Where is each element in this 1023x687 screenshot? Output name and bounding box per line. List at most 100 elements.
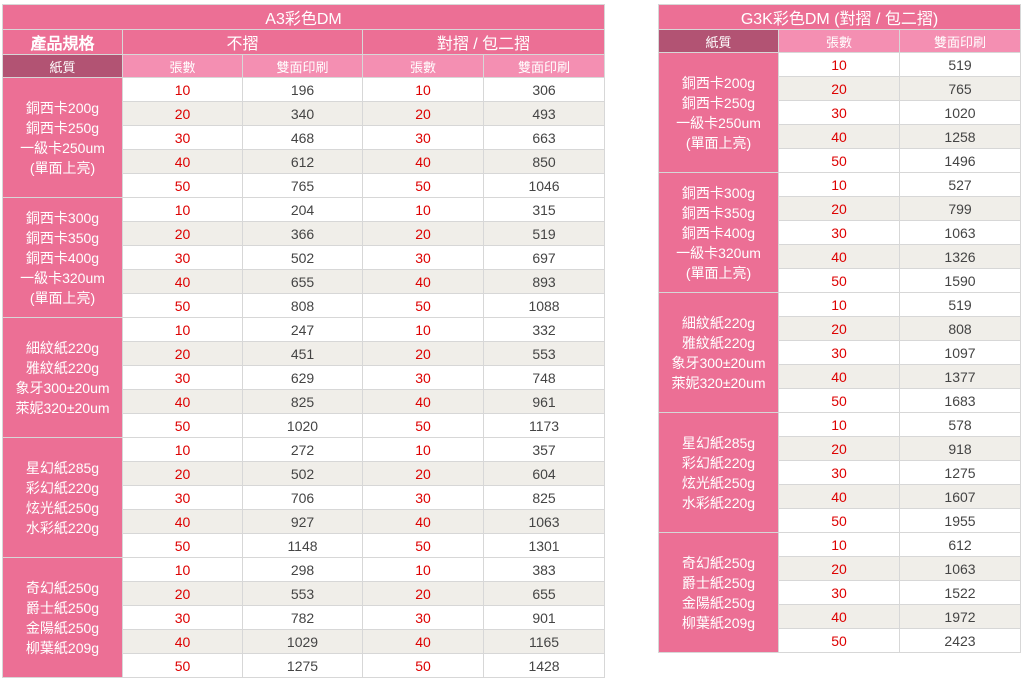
- paper-header: 紙質: [658, 29, 779, 53]
- table-row: 30 782 30 901: [3, 605, 606, 630]
- sheet-count-cell: 30: [122, 125, 243, 150]
- sheet-count-cell: 10: [362, 557, 484, 582]
- paper-type-label: 奇幻紙250g: [681, 554, 756, 571]
- sheet-count-cell: 40: [362, 149, 484, 174]
- sheet-count-cell: 40: [122, 389, 243, 414]
- price-cell: 578: [898, 412, 1022, 437]
- price-cell: 527: [898, 172, 1022, 197]
- table-row: 50 2423: [659, 628, 1022, 653]
- price-cell: 1097: [898, 340, 1022, 365]
- table-row: 銅西卡300g 銅西卡350g 銅西卡400g 一級卡320um (單面上亮) 10 204…: [2, 197, 606, 318]
- paper-type-cell: 銅西卡200g 銅西卡250g 一級卡250um (單面上亮): [658, 52, 779, 173]
- price-cell: 1275: [242, 653, 363, 678]
- price-cell: 825: [482, 485, 606, 510]
- sheet-count-cell: 10: [122, 317, 243, 342]
- price-cell: 893: [482, 269, 606, 294]
- paper-type-label: 爵士紙250g: [25, 599, 100, 616]
- sheet-count-cell: 50: [362, 533, 484, 558]
- paper-type-label: 銅西卡400g: [25, 249, 100, 266]
- paper-type-label: 一級卡320um: [20, 269, 105, 286]
- paper-type-cell: 細紋紙220g 雅紋紙220g 象牙300±20um 萊妮320±20um: [2, 317, 123, 438]
- price-cell: 340: [242, 101, 363, 126]
- double-sided-header: 雙面印刷: [482, 54, 606, 78]
- table-row: 40 655 40 893: [3, 269, 606, 294]
- table-row: 銅西卡200g 銅西卡250g 一級卡250um (單面上亮) 10 196 10 306: [2, 77, 606, 198]
- sheet-count-cell: 20: [362, 221, 484, 246]
- table-row: 30 1097: [659, 340, 1022, 365]
- table-row: 20 799: [659, 196, 1022, 221]
- sheet-count-cell: 50: [122, 653, 243, 678]
- sheet-count-cell: 20: [362, 101, 484, 126]
- paper-type-label: 金陽紙250g: [681, 594, 756, 611]
- price-cell: 748: [482, 365, 606, 390]
- sheet-count-cell: 30: [778, 220, 900, 245]
- price-cell: 1301: [482, 533, 606, 558]
- sheet-count-cell: 50: [778, 388, 900, 413]
- paper-header: 紙質: [2, 54, 123, 78]
- sheet-count-cell: 30: [362, 125, 484, 150]
- price-cell: 655: [242, 269, 363, 294]
- table-row: 銅西卡200g 銅西卡250g 一級卡250um (單面上亮) 10 519: [658, 52, 1022, 173]
- price-cell: 825: [242, 389, 363, 414]
- sheet-count-cell: 20: [778, 436, 900, 461]
- price-cell: 799: [898, 196, 1022, 221]
- paper-type-label: 銅西卡200g: [25, 99, 100, 116]
- sheet-count-cell: 30: [122, 605, 243, 630]
- sheet-count-cell: 20: [122, 221, 243, 246]
- sheets-header: 張數: [778, 29, 900, 53]
- price-cell: 850: [482, 149, 606, 174]
- sheet-count-cell: 40: [778, 484, 900, 509]
- price-cell: 519: [482, 221, 606, 246]
- table-row: 50 765 50 1046: [3, 173, 606, 198]
- table-row: 50 1148 50 1301: [3, 533, 606, 558]
- price-cell: 1972: [898, 604, 1022, 629]
- paper-type-label: 雅紋紙220g: [25, 359, 100, 376]
- sheet-count-cell: 40: [778, 364, 900, 389]
- price-cell: 918: [898, 436, 1022, 461]
- table-row: 30 1063: [659, 220, 1022, 245]
- sheets-header: 張數: [362, 54, 484, 78]
- sheet-count-cell: 20: [122, 341, 243, 366]
- price-cell: 706: [242, 485, 363, 510]
- table-row: 銅西卡300g 銅西卡350g 銅西卡400g 一級卡320um (單面上亮) 10 527: [658, 172, 1022, 293]
- sheet-count-cell: 40: [362, 629, 484, 654]
- price-cell: 1428: [482, 653, 606, 678]
- sheet-count-cell: 20: [362, 461, 484, 486]
- table-row: 20 1063: [659, 556, 1022, 581]
- price-cell: 927: [242, 509, 363, 534]
- paper-type-label: 金陽紙250g: [25, 619, 100, 636]
- price-cell: 1326: [898, 244, 1022, 269]
- table-row: 20 553 20 655: [3, 581, 606, 606]
- paper-type-label: 炫光紙250g: [25, 499, 100, 516]
- paper-type-label: 象牙300±20um: [671, 354, 766, 371]
- price-cell: 604: [482, 461, 606, 486]
- sheet-count-cell: 10: [778, 52, 900, 77]
- price-cell: 451: [242, 341, 363, 366]
- price-cell: 1165: [482, 629, 606, 654]
- price-cell: 519: [898, 52, 1022, 77]
- price-cell: 765: [242, 173, 363, 198]
- sheet-count-cell: 30: [122, 485, 243, 510]
- sheet-count-cell: 20: [122, 101, 243, 126]
- table-row: 40 1607: [659, 484, 1022, 509]
- sheet-count-cell: 10: [362, 197, 484, 222]
- price-cell: 1377: [898, 364, 1022, 389]
- paper-type-cell: 奇幻紙250g 爵士紙250g 金陽紙250g 柳葉紙209g: [2, 557, 123, 678]
- paper-type-cell: 星幻紙285g 彩幻紙220g 炫光紙250g 水彩紙220g: [2, 437, 123, 558]
- table-row: 30 706 30 825: [3, 485, 606, 510]
- double-sided-header: 雙面印刷: [242, 54, 363, 78]
- table-row: 50 1275 50 1428: [3, 653, 606, 678]
- sheet-count-cell: 10: [778, 412, 900, 437]
- table-row: 20 340 20 493: [3, 101, 606, 126]
- a3-price-table: A3彩色DM 產品規格 不摺 對摺 / 包二摺 紙質 張數 雙面印刷 張數 雙面…: [1, 4, 606, 678]
- paper-type-cell: 銅西卡300g 銅西卡350g 銅西卡400g 一級卡320um (單面上亮): [658, 172, 779, 293]
- table-row: 50 1020 50 1173: [3, 413, 606, 438]
- price-cell: 553: [482, 341, 606, 366]
- price-cell: 272: [242, 437, 363, 462]
- price-cell: 961: [482, 389, 606, 414]
- sheet-count-cell: 10: [122, 197, 243, 222]
- product-spec-header: 產品規格: [2, 29, 123, 55]
- price-cell: 612: [898, 532, 1022, 557]
- price-cell: 1683: [898, 388, 1022, 413]
- price-cell: 1063: [482, 509, 606, 534]
